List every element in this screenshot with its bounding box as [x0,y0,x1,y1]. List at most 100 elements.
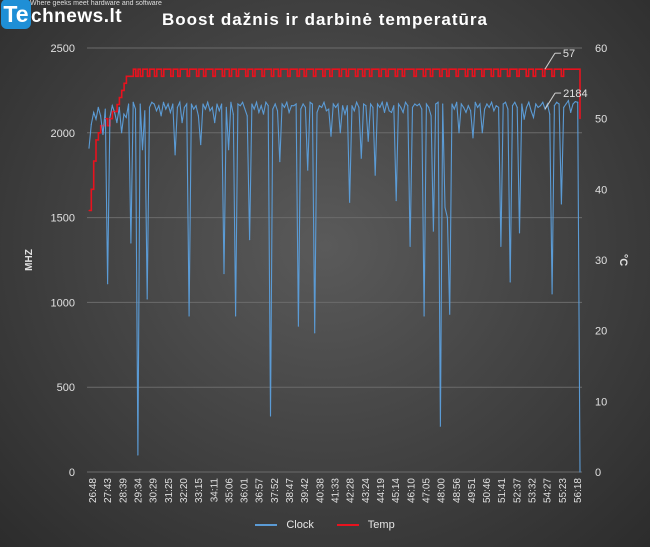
temp-point [195,75,198,77]
temp-point [532,75,534,77]
clock-point [509,281,511,283]
clock-point [472,137,474,139]
temp-point [331,68,333,70]
temp-point [579,118,581,120]
clock-point [260,105,262,107]
clock-point [244,108,246,110]
clock-point [393,105,395,107]
site-logo: Te Where geeks meet hardware and softwar… [0,0,180,36]
x-tick-label: 34:11 [209,478,220,503]
clock-point [502,103,504,105]
clock-point [437,101,439,103]
clock-point [414,103,416,105]
clock-point [200,144,202,146]
clock-point [239,105,241,107]
temp-point [497,75,499,77]
clock-point [453,108,455,110]
temp-point [298,68,301,70]
temp-series-line [89,68,581,212]
clock-point [195,105,197,107]
clock-point [146,298,148,300]
temp-point [107,125,109,127]
temp-point [242,68,244,70]
clock-point [176,106,179,108]
annotation-leader [544,92,556,110]
temp-point [177,75,179,77]
clock-point [504,101,507,103]
clock-point [167,103,169,105]
temp-point [397,68,399,70]
x-tick-label: 27:43 [103,478,114,503]
temp-point [275,68,277,70]
temp-point [167,68,170,70]
clock-point [465,111,467,114]
clock-point [139,103,141,105]
temp-point [492,68,495,70]
clock-point [574,100,576,103]
temp-point [387,68,389,70]
clock-point [411,106,414,108]
temp-point [390,68,392,70]
temp-point [277,75,279,77]
clock-point [372,106,374,108]
temp-point [345,75,347,77]
temp-point [268,68,270,70]
temp-point [422,75,424,77]
temp-point [249,68,251,70]
clock-point [402,111,404,114]
clock-point [300,108,302,110]
clock-point [130,242,132,244]
clock-point [488,106,490,108]
temp-point [443,68,445,70]
temp-point [364,68,366,70]
clock-point [435,103,437,105]
temp-point [315,68,317,70]
temp-point [499,68,502,70]
temp-point [520,68,523,70]
y-axis-label: MHZ [24,249,35,271]
temp-point [354,75,357,77]
y2-tick-label: 10 [595,396,607,408]
clock-point [253,108,255,110]
clock-point [102,133,104,136]
temp-point [163,68,165,70]
temp-point [530,68,532,70]
clock-point [386,101,388,103]
clock-point [123,113,125,115]
clock-point [279,161,281,163]
clock-point [367,140,369,142]
temp-point [478,68,481,70]
clock-point [248,239,251,241]
x-tick-label: 53:32 [528,478,539,503]
clock-point [197,115,199,117]
clock-point [141,149,144,151]
temp-point [556,68,558,70]
temp-point [352,68,354,70]
temp-point [128,75,130,77]
temp-point [118,96,120,99]
temp-point [125,75,128,77]
clock-point [144,110,146,112]
clock-point [165,108,167,110]
temp-point [245,75,247,77]
x-tick-label: 30:29 [149,478,160,503]
temp-point [415,68,417,70]
clock-point [507,108,509,110]
temp-point [146,75,149,77]
clock-point [439,425,441,427]
clock-point [272,108,274,110]
temp-point [109,118,111,120]
temp-point [181,68,184,70]
clock-point [388,110,390,112]
clock-point [360,157,362,159]
clock-point [511,105,514,107]
clock-point [276,110,279,112]
clock-point [237,103,239,105]
clock-point [479,103,481,105]
temp-point [429,75,431,77]
clock-point [539,105,542,107]
temp-point [235,75,237,77]
temp-point [179,68,181,70]
clock-point [525,106,528,108]
clock-point [579,471,581,473]
